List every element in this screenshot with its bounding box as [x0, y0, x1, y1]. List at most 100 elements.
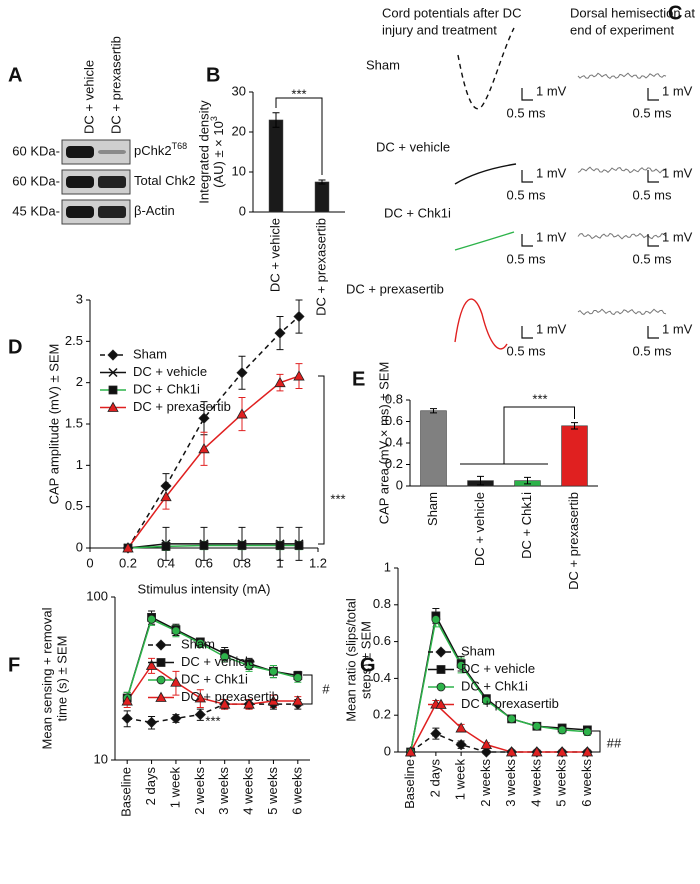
- marker: [195, 638, 205, 648]
- bracket: [592, 730, 601, 753]
- error-bar: [477, 475, 484, 486]
- legend-label: DC + vehicle: [133, 364, 207, 379]
- error-bar: [524, 476, 531, 485]
- y-tick-label: 0: [396, 477, 403, 492]
- marker: [198, 412, 210, 424]
- panel-label: G: [360, 654, 376, 676]
- scale-bar: [647, 234, 659, 247]
- y-tick-label: 1.5: [65, 415, 83, 430]
- marker: [244, 661, 254, 670]
- legend-label: DC + prexasertib: [181, 689, 279, 704]
- legend-marker: [108, 385, 118, 395]
- trace-title: Cord potentials after DC: [382, 5, 521, 20]
- y-tick-label: 30: [232, 83, 246, 98]
- x-tick-label: 1 week: [453, 759, 468, 801]
- blot-label-sup: T68: [172, 141, 188, 151]
- y-tick-label: 100: [86, 588, 108, 603]
- x-tick-label: 2 days: [427, 759, 442, 798]
- bar: [314, 181, 330, 213]
- y-tick-label: 1: [384, 559, 391, 574]
- x-tick-label: 0: [86, 555, 93, 570]
- marker: [236, 367, 248, 379]
- marker: [171, 626, 181, 636]
- scale-t: 0.5 ms: [632, 251, 672, 266]
- marker: [293, 310, 305, 323]
- marker: [160, 490, 172, 502]
- scale-bar: [521, 234, 533, 247]
- legend-label: DC + Chk1i: [133, 381, 200, 396]
- marker: [507, 714, 517, 724]
- scale-v: 1 mV: [662, 83, 693, 98]
- significance: #: [322, 681, 330, 696]
- legend-marker: [108, 367, 118, 378]
- panel-label: D: [8, 336, 22, 358]
- marker: [243, 698, 255, 709]
- series-line: [127, 375, 300, 549]
- bar: [420, 410, 447, 487]
- marker: [237, 541, 247, 550]
- x-tick-label: 3 weeks: [216, 767, 231, 815]
- y-tick-label: 10: [94, 751, 108, 766]
- blot-weight: 45 KDa-: [12, 203, 60, 218]
- trace-title: injury and treatment: [382, 22, 497, 37]
- panel-label: C: [668, 2, 682, 24]
- x-tick-label: 5 weeks: [554, 759, 569, 807]
- scale-bar: [521, 326, 533, 339]
- x-tick-label: 6 weeks: [579, 759, 594, 807]
- trace: [454, 298, 508, 350]
- y-axis-label: Mean sensing + removal: [39, 607, 54, 749]
- legend-marker: [107, 401, 119, 412]
- marker: [557, 725, 567, 735]
- blot-band: [66, 146, 94, 158]
- y-tick-label: 0.8: [373, 596, 391, 611]
- marker: [582, 727, 592, 737]
- scale-t: 0.5 ms: [506, 343, 546, 358]
- marker: [170, 712, 182, 724]
- marker: [274, 376, 286, 388]
- x-tick-label: 1: [276, 555, 283, 570]
- bar: [268, 119, 284, 213]
- y-tick-label: 0.2: [373, 707, 391, 722]
- scale-v: 1 mV: [536, 321, 567, 336]
- panel-label: A: [8, 64, 22, 86]
- legend-label: DC + Chk1i: [181, 671, 248, 686]
- blot-label-main: Total Chk2: [134, 173, 195, 188]
- trace: [457, 27, 515, 110]
- bracket: [275, 97, 323, 175]
- x-tick-label: DC + Chk1i: [519, 492, 534, 559]
- y-tick-label: 3: [76, 291, 83, 306]
- marker: [121, 695, 133, 706]
- legend-marker: [155, 691, 167, 702]
- scale-bar: [647, 170, 659, 183]
- scale-v: 1 mV: [662, 229, 693, 244]
- marker: [219, 698, 231, 709]
- y-axis-label: CAP area (mV × ms) ± SEM: [376, 362, 391, 525]
- marker: [161, 541, 171, 551]
- marker: [481, 696, 491, 705]
- marker: [456, 661, 466, 670]
- marker: [269, 666, 278, 676]
- y-axis-label: (AU) ± × 103: [209, 116, 226, 188]
- scale-v: 1 mV: [662, 321, 693, 336]
- marker: [275, 541, 285, 550]
- blot-label: Total Chk2: [134, 173, 195, 188]
- marker: [122, 542, 134, 553]
- marker: [455, 722, 467, 733]
- y-axis-label: time (s) ± SEM: [54, 636, 69, 722]
- trace-group: DC + prexasertib: [346, 281, 444, 296]
- x-tick-label: 2 days: [143, 767, 158, 806]
- trace: [454, 163, 517, 185]
- y-tick-label: 0.2: [385, 456, 403, 471]
- marker: [267, 695, 280, 706]
- panel-label: E: [352, 368, 365, 390]
- marker: [160, 480, 172, 492]
- trace-title: end of experiment: [570, 22, 674, 37]
- legend-label: DC + prexasertib: [133, 399, 231, 414]
- marker: [293, 370, 305, 381]
- scale-t: 0.5 ms: [632, 187, 672, 202]
- scale-t: 0.5 ms: [506, 187, 546, 202]
- x-tick-label: 2 weeks: [478, 759, 493, 807]
- marker: [480, 738, 493, 750]
- trace-title: Dorsal hemisection at: [570, 5, 695, 20]
